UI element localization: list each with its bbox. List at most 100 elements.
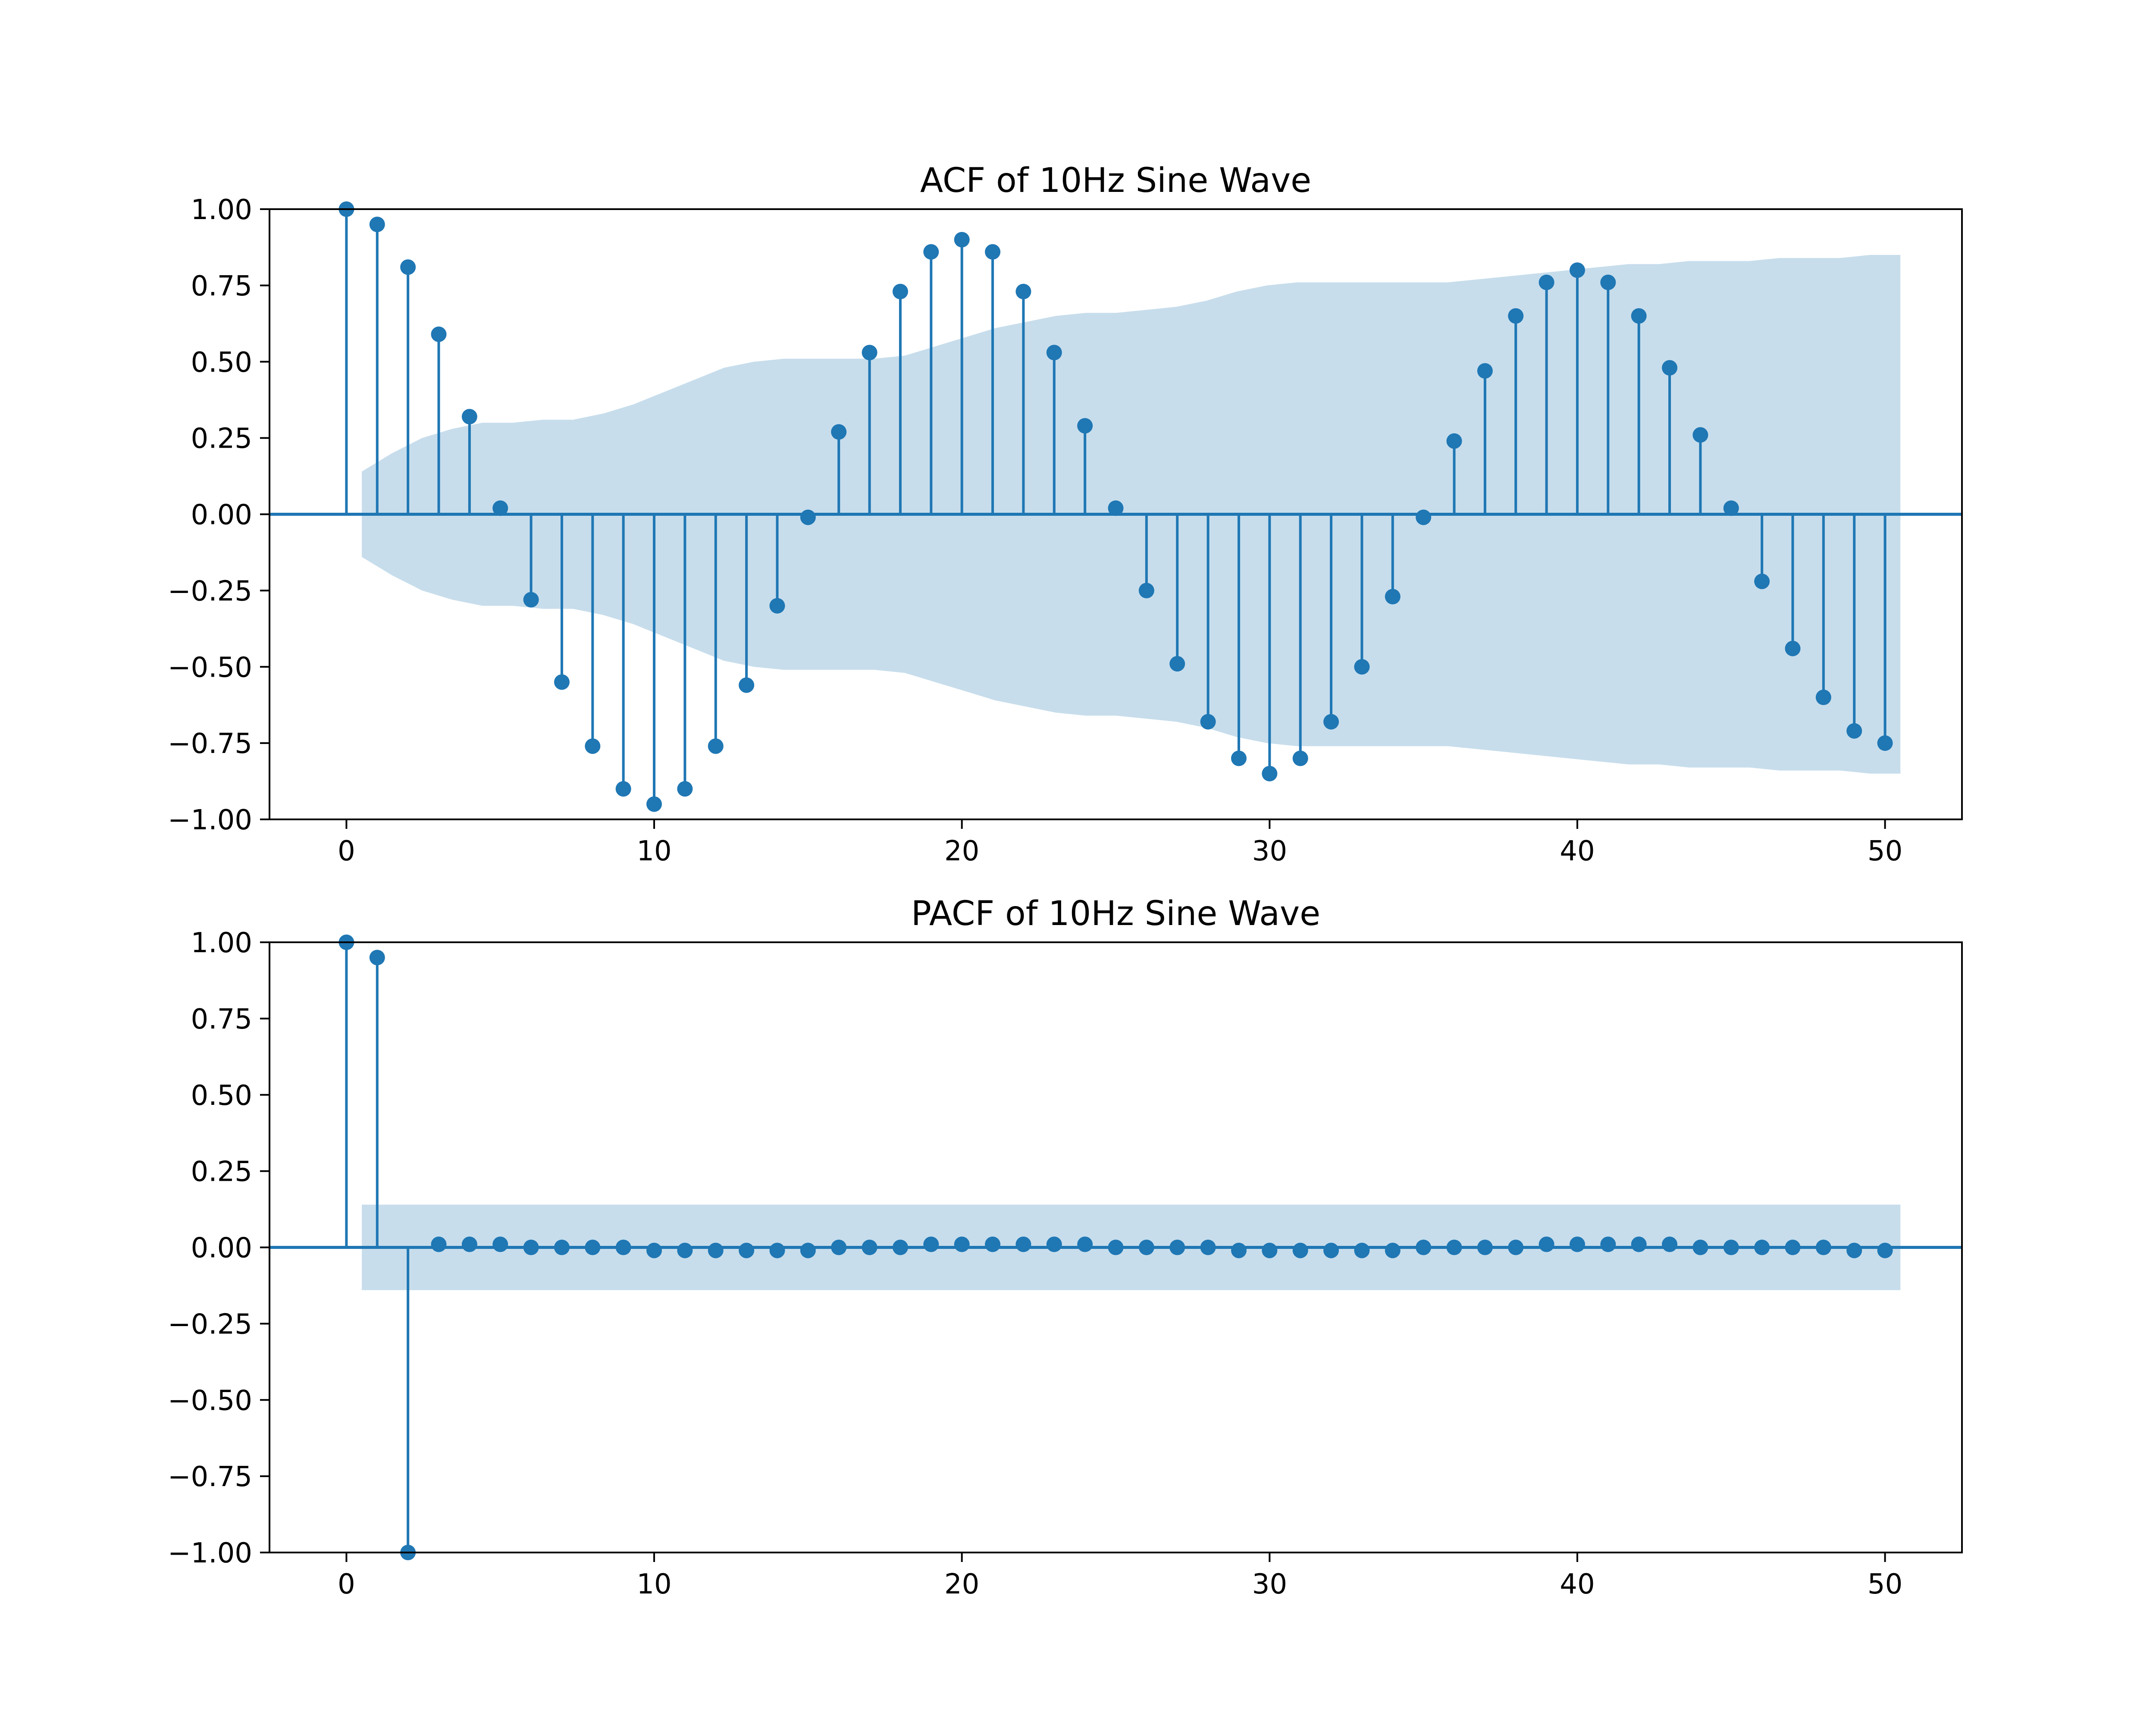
acf-point-35: [1416, 509, 1432, 525]
pacf-point-34: [1385, 1242, 1401, 1258]
pacf-ytick-label-1: −0.75: [168, 1461, 252, 1493]
acf-point-5: [492, 500, 508, 516]
acf-point-27: [1169, 656, 1185, 672]
acf-point-22: [1015, 284, 1031, 300]
pacf-point-14: [769, 1242, 785, 1258]
pacf-point-10: [646, 1242, 662, 1258]
pacf-point-12: [708, 1242, 724, 1258]
acf-point-36: [1446, 433, 1462, 449]
acf-point-28: [1200, 714, 1216, 730]
acf-point-13: [739, 677, 755, 693]
pacf-point-31: [1292, 1242, 1308, 1258]
acf-point-18: [892, 284, 908, 300]
pacf-point-25: [1108, 1239, 1124, 1255]
pacf-point-19: [923, 1236, 939, 1252]
pacf-point-41: [1600, 1236, 1616, 1252]
pacf-point-48: [1815, 1239, 1831, 1255]
pacf-point-45: [1723, 1239, 1739, 1255]
acf-point-42: [1631, 308, 1647, 324]
pacf-point-23: [1046, 1236, 1062, 1252]
pacf-point-28: [1200, 1239, 1216, 1255]
pacf-point-7: [554, 1239, 570, 1255]
acf-point-24: [1077, 418, 1093, 434]
pacf-point-15: [800, 1242, 816, 1258]
acf-ytick-label-0: −1.00: [168, 804, 252, 836]
pacf-point-6: [523, 1239, 539, 1255]
acf-point-34: [1385, 589, 1401, 605]
acf-ytick-label-4: 0.00: [191, 499, 253, 531]
pacf-ytick-label-7: 0.75: [191, 1004, 253, 1035]
pacf-point-1: [369, 950, 385, 966]
pacf-xtick-label-40: 40: [1560, 1568, 1595, 1600]
acf-axes: 0 10 20 30 40 50 −1.00 −0.75 −0.50 −0.25 0.00 0.25 0…: [168, 194, 1963, 867]
pacf-point-36: [1446, 1239, 1462, 1255]
acf-point-10: [646, 796, 662, 812]
pacf-point-37: [1477, 1239, 1493, 1255]
pacf-ytick-label-0: −1.00: [168, 1537, 252, 1569]
acf-point-50: [1877, 735, 1893, 751]
pacf-point-42: [1631, 1236, 1647, 1252]
pacf-xtick-label-20: 20: [944, 1568, 979, 1600]
acf-point-31: [1292, 750, 1308, 766]
pacf-point-17: [862, 1239, 877, 1255]
pacf-point-35: [1416, 1239, 1432, 1255]
acf-point-26: [1138, 583, 1154, 599]
pacf-point-22: [1015, 1236, 1031, 1252]
acf-panel: ACF of 10Hz Sine Wave 0 10 20 30 40 50 −1.00 −0…: [168, 161, 1963, 867]
pacf-point-30: [1262, 1242, 1278, 1258]
acf-point-30: [1262, 765, 1278, 781]
pacf-axes: 0 10 20 30 40 50 −1.00 −0.75 −0.50 −0.25 0.00 0.25 0…: [168, 927, 1963, 1600]
pacf-point-49: [1846, 1242, 1862, 1258]
acf-xtick-label-30: 30: [1252, 835, 1287, 867]
acf-point-8: [585, 738, 601, 754]
acf-point-40: [1569, 262, 1585, 278]
pacf-ytick-label-5: 0.25: [191, 1156, 253, 1188]
pacf-point-47: [1785, 1239, 1801, 1255]
pacf-point-43: [1662, 1236, 1678, 1252]
pacf-point-50: [1877, 1242, 1893, 1258]
pacf-point-32: [1323, 1242, 1339, 1258]
acf-point-16: [831, 424, 847, 440]
acf-point-21: [985, 244, 1001, 260]
acf-point-38: [1508, 308, 1524, 324]
acf-ytick-label-6: 0.50: [191, 347, 253, 379]
pacf-point-9: [615, 1239, 631, 1255]
acf-point-33: [1354, 659, 1370, 675]
acf-point-19: [923, 244, 939, 260]
acf-stem-layer: [270, 201, 1962, 812]
acf-ytick-label-7: 0.75: [191, 270, 253, 302]
acf-xtick-label-10: 10: [636, 835, 671, 867]
pacf-ytick-label-8: 1.00: [191, 927, 253, 959]
pacf-ytick-label-4: 0.00: [191, 1233, 253, 1264]
pacf-point-39: [1539, 1236, 1554, 1252]
acf-point-2: [400, 259, 416, 275]
acf-point-25: [1108, 500, 1124, 516]
pacf-point-44: [1692, 1239, 1708, 1255]
acf-point-45: [1723, 500, 1739, 516]
acf-point-14: [769, 598, 785, 614]
acf-xtick-label-50: 50: [1868, 835, 1902, 867]
pacf-point-20: [954, 1236, 970, 1252]
pacf-point-3: [431, 1236, 447, 1252]
acf-point-4: [461, 409, 477, 425]
acf-xtick-label-0: 0: [338, 835, 355, 867]
pacf-point-8: [585, 1239, 601, 1255]
pacf-point-24: [1077, 1236, 1093, 1252]
acf-point-3: [431, 326, 447, 342]
acf-point-47: [1785, 640, 1801, 656]
acf-point-17: [862, 345, 877, 361]
pacf-point-29: [1231, 1242, 1247, 1258]
pacf-point-5: [492, 1236, 508, 1252]
pacf-ytick-label-6: 0.50: [191, 1080, 253, 1112]
acf-ytick-label-5: 0.25: [191, 423, 253, 455]
acf-point-46: [1754, 574, 1770, 590]
pacf-point-18: [892, 1239, 908, 1255]
acf-point-37: [1477, 363, 1493, 379]
acf-point-12: [708, 738, 724, 754]
acf-ytick-label-8: 1.00: [191, 194, 253, 226]
acf-point-9: [615, 781, 631, 797]
acf-xtick-label-20: 20: [944, 835, 979, 867]
acf-point-23: [1046, 345, 1062, 361]
acf-point-44: [1692, 427, 1708, 443]
pacf-point-13: [739, 1242, 755, 1258]
